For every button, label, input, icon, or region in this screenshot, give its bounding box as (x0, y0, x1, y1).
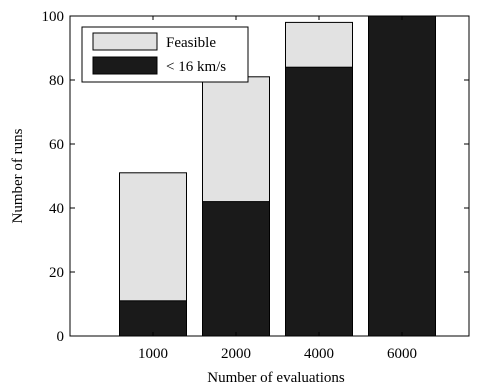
bar-below-16kms-2000 (202, 201, 270, 337)
y-tick-label-100: 100 (42, 9, 65, 25)
bar-below-16kms-6000 (368, 15, 436, 337)
legend-label-below-16kms: < 16 km/s (166, 59, 226, 75)
legend: Feasible < 16 km/s (81, 26, 249, 83)
x-axis-title: Number of evaluations (207, 370, 345, 386)
y-tick-label-20: 20 (49, 265, 64, 281)
bar-below-16kms-4000 (285, 66, 353, 337)
legend-swatch-below-16kms (92, 56, 158, 75)
bar-below-16kms-1000 (119, 300, 187, 337)
x-tick-label-1000: 1000 (138, 346, 168, 362)
bars-layer (119, 15, 436, 337)
y-tick-label-60: 60 (49, 137, 64, 153)
y-axis-title: Number of runs (10, 128, 26, 223)
x-tick-label-6000: 6000 (387, 346, 417, 362)
y-tick-label-0: 0 (57, 329, 65, 345)
plot-frame (69, 15, 470, 337)
axes: 1000 2000 4000 6000 0 20 40 60 80 100 (42, 9, 470, 362)
x-tick-label-4000: 4000 (304, 346, 334, 362)
x-tick-label-2000: 2000 (221, 346, 251, 362)
legend-swatch-feasible (92, 32, 158, 51)
legend-label-feasible: Feasible (166, 35, 216, 51)
y-tick-label-40: 40 (49, 201, 64, 217)
y-tick-label-80: 80 (49, 73, 64, 89)
